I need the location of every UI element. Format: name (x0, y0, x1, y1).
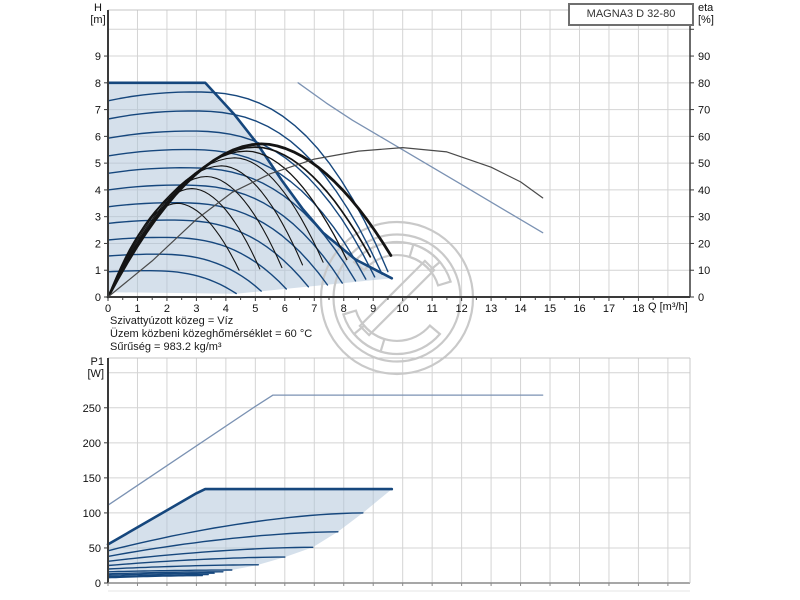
tick-label: 8 (95, 78, 101, 90)
operating-envelope (108, 82, 392, 294)
tick-label: 2 (164, 303, 170, 315)
parallel-efficiency-curve (107, 147, 544, 298)
tick-label: 0 (95, 578, 101, 590)
tick-label: 6 (282, 303, 288, 315)
tick-label: 4 (95, 185, 101, 197)
tick-label: 16 (573, 303, 585, 315)
tick-label: 10 (698, 265, 710, 277)
efficiency-arcs (107, 188, 261, 298)
chart-group: 0 50 100 150 200 250 (83, 357, 691, 590)
speed-curves (107, 130, 376, 278)
tick-label: 18 (632, 303, 644, 315)
tick-label: 0 (95, 292, 101, 304)
speed-curves (107, 148, 367, 280)
efficiency-arcs (107, 202, 240, 298)
operating-conditions: Szivattyúzott közeg = Víz Üzem közbeni k… (110, 315, 312, 354)
tick-label: 6 (95, 131, 101, 143)
efficiency-arcs (107, 157, 324, 298)
power-curves (107, 571, 224, 575)
power-curves (107, 512, 364, 552)
power-curves (107, 574, 204, 579)
tick-label: 4 (223, 303, 229, 315)
tick-label: 0 (105, 303, 111, 315)
watermark-serif-lower (342, 309, 386, 353)
medium-temperature-line: Üzem közbeni közeghőmérséklet = 60 °C (110, 328, 313, 340)
tick-label: 9 (95, 51, 101, 63)
watermark-diagonal-bar (358, 259, 436, 337)
tick-label: 3 (95, 212, 101, 224)
efficiency-arcs (106, 142, 393, 299)
tick-label: 0 (698, 292, 704, 304)
speed-curves (107, 110, 383, 275)
speed-curves (107, 184, 344, 284)
tick-label: 14 (514, 303, 526, 315)
speed-curves (107, 270, 237, 295)
max-speed-curve (106, 81, 394, 280)
tick-label: 7 (311, 303, 317, 315)
pumped-medium-line: Szivattyúzott közeg = Víz (110, 315, 234, 327)
tick-label: 200 (83, 438, 101, 450)
power-curves (107, 556, 286, 567)
tick-label: 50 (698, 158, 710, 170)
tick-label: 40 (698, 185, 710, 197)
tick-label: 150 (83, 473, 101, 485)
power-curves (107, 572, 215, 577)
tick-label: 10 (397, 303, 409, 315)
density-line: Sűrűség = 983.2 kg/m³ (110, 341, 222, 353)
power-curves (107, 564, 260, 570)
parallel-max-curve (297, 82, 544, 234)
tick-label: 2 (95, 238, 101, 250)
tick-label: 60 (698, 131, 710, 143)
tick-label: 70 (698, 105, 710, 117)
power-curves (107, 531, 339, 558)
watermark-serif-upper (408, 243, 452, 287)
speed-curves (107, 91, 389, 273)
efficiency-arcs (107, 175, 283, 298)
tick-label: 90 (698, 51, 710, 63)
tick-label: 30 (698, 212, 710, 224)
chart-group (108, 358, 690, 592)
efficiency-arcs (107, 165, 304, 298)
tick-label: 12 (455, 303, 467, 315)
tick-label: 3 (193, 303, 199, 315)
tick-label: 8 (341, 303, 347, 315)
p1-axis-unit: [W] (87, 368, 105, 380)
tick-label: 5 (95, 158, 101, 170)
efficiency-arcs (107, 150, 348, 298)
tick-label: 1 (134, 303, 140, 315)
speed-curves (107, 219, 310, 288)
tick-label: 50 (89, 543, 101, 555)
tick-label: 250 (83, 403, 101, 415)
operating-envelope (108, 489, 392, 578)
tick-label: 15 (544, 303, 556, 315)
power-curves (107, 573, 209, 578)
eta-axis-label: eta (698, 2, 714, 14)
h-axis-label: H (94, 2, 102, 14)
tick-label: 7 (95, 105, 101, 117)
pump-model-title: MAGNA3 D 32-80 (568, 3, 694, 26)
q-axis-label: Q [m³/h] (648, 301, 688, 313)
tick-label: 5 (252, 303, 258, 315)
speed-curves (107, 201, 329, 286)
power-curves (107, 546, 314, 563)
p1-axis-label: P1 (90, 356, 104, 368)
power-curves (107, 569, 233, 573)
tick-label: 20 (698, 238, 710, 250)
parallel-power-curve (107, 394, 544, 506)
eta-axis-unit: [%] (698, 14, 714, 26)
chart-group (108, 10, 690, 297)
max-power-curve (106, 487, 394, 546)
h-axis-unit: [m] (90, 14, 106, 26)
tick-label: 100 (83, 508, 101, 520)
tick-label: 80 (698, 78, 710, 90)
tick-label: 9 (370, 303, 376, 315)
tick-label: 13 (485, 303, 497, 315)
tick-label: 1 (95, 265, 101, 277)
tick-label: 11 (426, 303, 437, 315)
tick-label: 17 (603, 303, 615, 315)
